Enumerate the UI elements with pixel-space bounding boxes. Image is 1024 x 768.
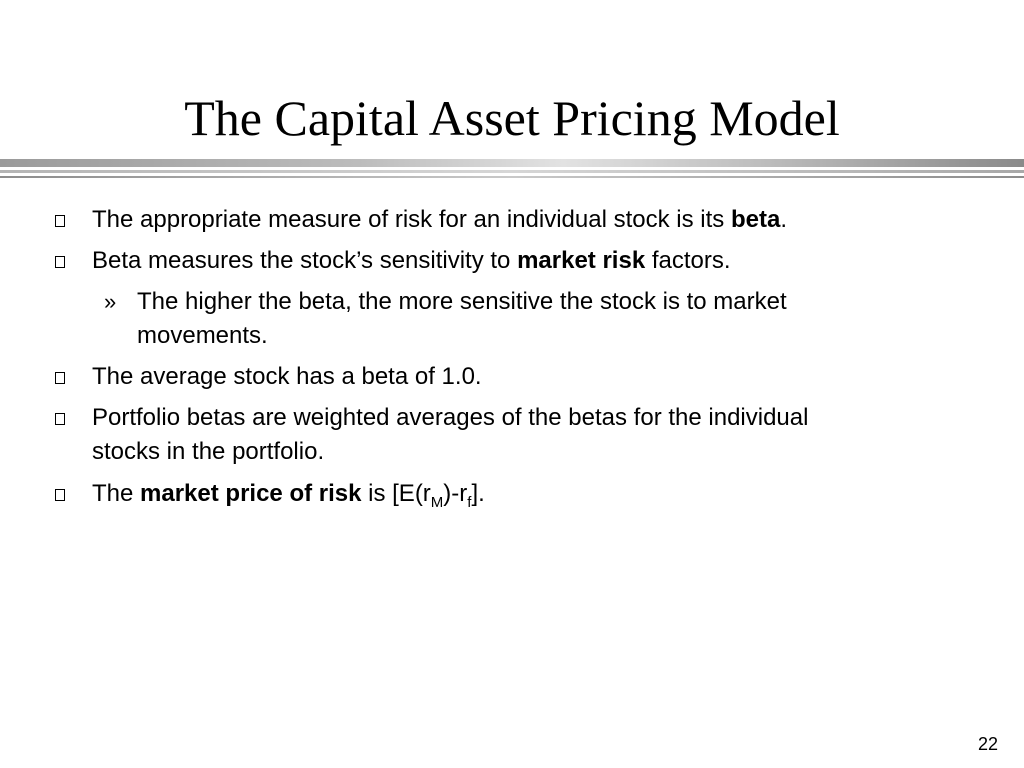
square-bullet-icon (55, 256, 65, 268)
sub-bullet-marker: » (104, 289, 117, 314)
title-divider-bottom (0, 176, 1024, 178)
bold-term: market risk (517, 247, 646, 274)
slide-title: The Capital Asset Pricing Model (184, 90, 840, 146)
sub-bullet-line-2: movements. (137, 322, 268, 349)
bullet-item-average-beta: The average stock has a beta of 1.0. (92, 363, 482, 390)
bold-term: market price of risk (140, 480, 362, 507)
subscript-f: f (467, 494, 472, 511)
title-divider (0, 159, 1024, 167)
bullet-item-market-price: The market price of risk is [E(rM)-rf]. (92, 477, 485, 511)
square-bullet-icon (55, 372, 65, 384)
bullet-text: Beta measures the stock’s sensitivity to (92, 247, 518, 274)
bullet-text: )-r (443, 480, 468, 507)
bullet-text: The (92, 480, 141, 507)
bullet-item-beta: The appropriate measure of risk for an i… (92, 203, 787, 237)
bullet-item-market-risk: Beta measures the stock’s sensitivity to… (92, 244, 731, 278)
subscript-m: M (430, 494, 444, 511)
bullet-text: The appropriate measure of risk for an i… (92, 206, 731, 233)
bullet-text: is [E(r (361, 480, 431, 507)
bullet-item-portfolio-line-1: Portfolio betas are weighted averages of… (92, 404, 809, 431)
bullet-text: ]. (471, 480, 485, 507)
square-bullet-icon (55, 489, 65, 501)
bullet-text: factors. (645, 247, 731, 274)
page-number: 22 (977, 734, 998, 754)
bullet-text: . (780, 206, 787, 233)
square-bullet-icon (55, 413, 65, 425)
title-divider-thin (0, 170, 1024, 173)
sub-bullet-line-1: The higher the beta, the more sensitive … (137, 288, 787, 315)
bold-term: beta (730, 206, 781, 233)
square-bullet-icon (55, 215, 65, 227)
bullet-item-portfolio-line-2: stocks in the portfolio. (92, 438, 325, 465)
